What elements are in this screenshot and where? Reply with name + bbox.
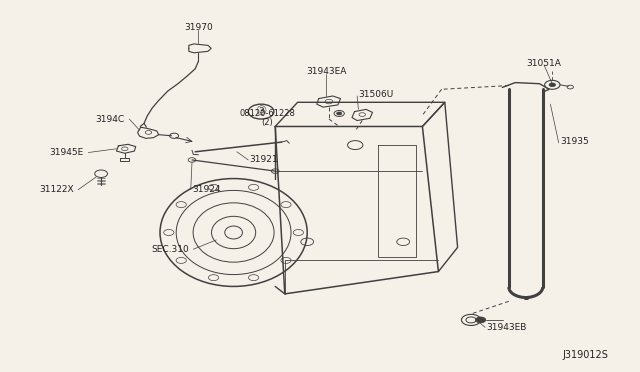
Text: 31945E: 31945E (49, 148, 83, 157)
Circle shape (337, 112, 342, 115)
Text: 31924: 31924 (192, 185, 221, 194)
Text: (2): (2) (262, 118, 273, 127)
Text: J319012S: J319012S (562, 350, 608, 360)
Text: ③: ③ (255, 105, 267, 118)
Text: 31970: 31970 (184, 23, 212, 32)
Text: 08120-61228: 08120-61228 (239, 109, 296, 118)
Text: SEC.310: SEC.310 (151, 245, 189, 254)
Text: 31921: 31921 (250, 155, 278, 164)
Text: 3194C: 3194C (95, 115, 125, 124)
Text: 31506U: 31506U (358, 90, 394, 99)
Text: 31943EB: 31943EB (486, 323, 527, 332)
Text: 31935: 31935 (560, 137, 589, 146)
Text: 31122X: 31122X (39, 185, 74, 194)
Text: 31943EA: 31943EA (306, 67, 347, 76)
Text: 31051A: 31051A (527, 59, 561, 68)
Circle shape (549, 83, 556, 87)
Circle shape (476, 317, 486, 323)
